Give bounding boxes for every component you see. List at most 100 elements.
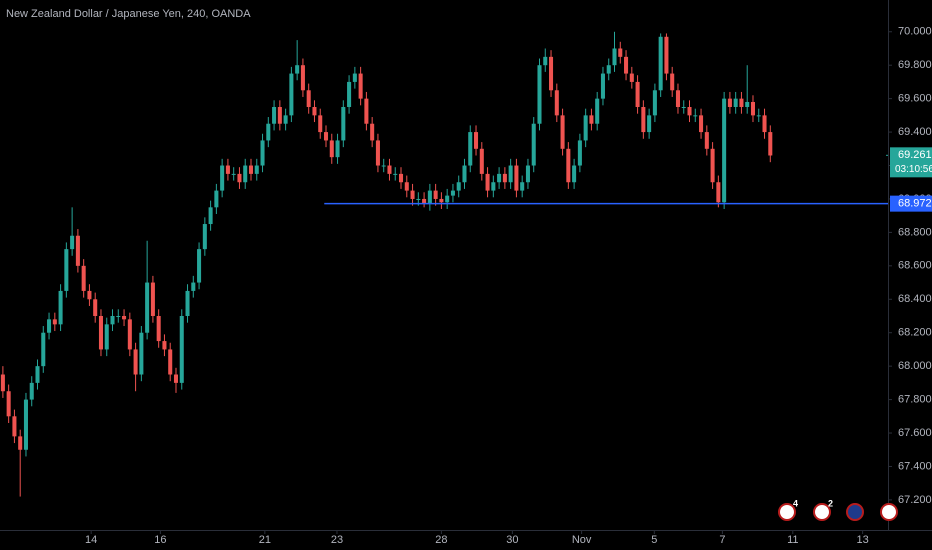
event-count: 4 [793, 498, 798, 508]
candle-body [220, 165, 225, 191]
candle-body [485, 173, 490, 191]
candle-body [589, 115, 594, 124]
candle-body [566, 148, 571, 183]
candle-body [272, 107, 277, 124]
candle-body [687, 107, 692, 116]
candle-body [335, 140, 340, 158]
y-tick-label: 67.400 [898, 460, 932, 472]
candle-body [127, 319, 132, 350]
candle-body [739, 98, 744, 108]
last-price-label: 69.261 [898, 149, 932, 161]
y-tick-label: 69.400 [898, 126, 932, 138]
candle-body [162, 341, 167, 350]
candle-body [231, 173, 236, 175]
x-tick-label: Nov [572, 534, 592, 546]
candle-body [439, 198, 444, 203]
x-tick-label: 11 [787, 534, 798, 546]
candle-body [185, 290, 190, 316]
candle-body [652, 90, 657, 116]
candle-body [675, 90, 680, 108]
candle-body [225, 165, 230, 174]
candle-body [404, 182, 409, 191]
candle-body [474, 132, 479, 149]
candle-body [450, 190, 455, 196]
y-tick-label: 68.200 [898, 327, 932, 339]
y-tick-label: 70.000 [898, 26, 932, 38]
candle-body [6, 391, 11, 417]
candle-body [393, 173, 398, 175]
candle-body [347, 81, 352, 108]
candle-body [168, 349, 173, 375]
candle-body [81, 265, 86, 291]
candle-body [629, 73, 634, 82]
candle-body [202, 224, 207, 250]
candle-body [370, 123, 375, 141]
candle-body [647, 115, 652, 133]
candle-body [12, 416, 17, 437]
x-tick-label: 14 [85, 534, 97, 546]
candle-body [427, 190, 432, 204]
candle-body [75, 235, 80, 266]
candle-body [583, 115, 588, 141]
candle-body [733, 98, 738, 108]
candle-body [64, 249, 69, 291]
y-tick-label: 69.600 [898, 93, 932, 105]
candle-body [577, 140, 582, 166]
candle-body [693, 115, 698, 117]
candle-body [375, 140, 380, 166]
y-tick-label: 68.800 [898, 226, 932, 238]
candle-body [300, 65, 305, 91]
candle-body [768, 132, 773, 156]
event-icons: 4 2 [778, 498, 898, 521]
x-tick-label: 7 [719, 534, 725, 546]
candle-body [479, 148, 484, 174]
candle-body [52, 319, 57, 325]
candle-body [554, 90, 559, 116]
candle-body [295, 65, 300, 74]
candle-body [208, 207, 213, 225]
x-tick-label: 23 [331, 534, 343, 546]
candle-body [658, 36, 663, 91]
candle-body [289, 73, 294, 116]
candle-body [716, 182, 721, 203]
candle-body [410, 190, 415, 199]
candle-body [572, 165, 577, 183]
x-tick-label: 5 [651, 534, 657, 546]
event-icon[interactable] [880, 503, 898, 521]
candle-body [560, 115, 565, 149]
candle-body [756, 115, 761, 117]
candle-body [704, 132, 709, 149]
y-tick-label: 68.000 [898, 360, 932, 372]
event-icon[interactable] [846, 503, 864, 521]
candle-body [214, 190, 219, 208]
candle-body [18, 436, 23, 450]
candle-body [191, 282, 196, 291]
hline-price-label: 68.972 [898, 198, 932, 210]
candle-body [87, 290, 92, 300]
candle-body [456, 182, 461, 191]
candle-body [416, 198, 421, 200]
candle-body [722, 98, 727, 203]
last-price-box [890, 147, 932, 178]
candle-body [306, 90, 311, 108]
candle-body [750, 101, 756, 116]
candle-body [23, 399, 28, 450]
candle-body [606, 65, 611, 74]
candle-body [468, 132, 473, 166]
hline-price-box [890, 195, 932, 212]
candle-body [139, 332, 144, 375]
event-icon[interactable] [778, 503, 796, 521]
candle-body [762, 115, 767, 133]
candle-body [173, 374, 179, 383]
candle-body [381, 165, 386, 167]
candle-body [277, 107, 282, 124]
candle-body [508, 165, 513, 183]
candle-body [364, 98, 369, 124]
candle-body [514, 165, 519, 191]
candle-body [520, 182, 525, 191]
countdown-label: 03:10:56 [895, 164, 932, 175]
event-icon[interactable] [813, 503, 831, 521]
candle-body [254, 165, 259, 174]
